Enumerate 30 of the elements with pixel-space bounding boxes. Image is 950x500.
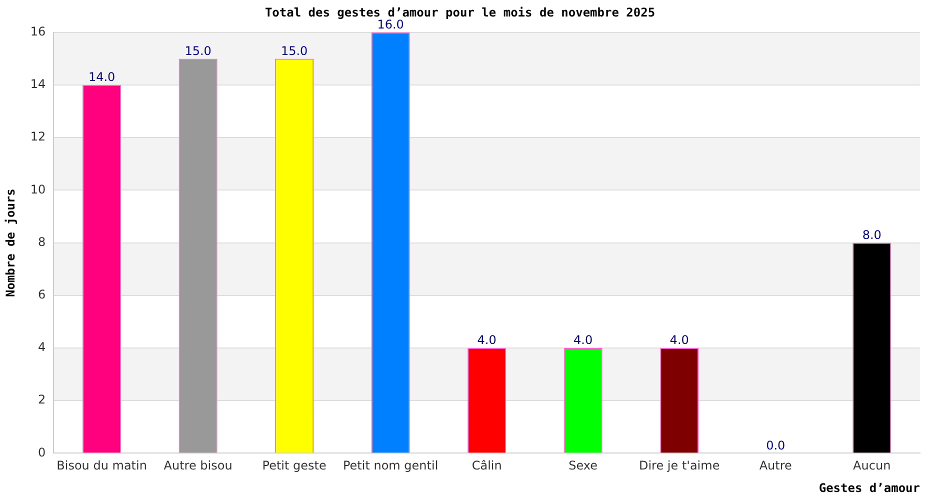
data-label: 4.0 — [670, 333, 689, 348]
x-tick-label: Petit geste — [262, 458, 326, 473]
x-tick-label: Aucun — [853, 458, 891, 473]
data-label: 15.0 — [280, 44, 308, 58]
y-axis-title: Nombre de jours — [3, 188, 18, 297]
y-tick-label: 0 — [38, 445, 46, 460]
y-tick-label: 6 — [38, 288, 46, 302]
data-label: 14.0 — [88, 70, 116, 84]
y-tick-label: 12 — [30, 130, 46, 144]
y-tick-label: 2 — [38, 392, 46, 407]
data-label: 8.0 — [862, 228, 882, 242]
data-label: 0.0 — [766, 438, 786, 452]
x-tick-label: Sexe — [568, 458, 598, 473]
y-tick-label: 8 — [38, 234, 46, 249]
x-axis-title: Gestes d’amour — [818, 480, 920, 495]
y-tick-label: 16 — [30, 24, 46, 39]
x-tick-label: Autre bisou — [164, 458, 232, 473]
y-tick-label: 10 — [30, 182, 46, 196]
data-label: 16.0 — [377, 18, 404, 32]
data-label: 15.0 — [184, 44, 212, 58]
data-label: 4.0 — [574, 333, 593, 348]
x-tick-label: Câlin — [472, 458, 502, 473]
x-tick-label: Dire je t'aime — [638, 458, 720, 473]
chart-title: Total des gestes d’amour pour le mois de novembre 2025 — [264, 5, 656, 20]
x-tick-label: Autre — [759, 458, 792, 473]
y-tick-label: 14 — [30, 77, 46, 92]
y-tick-label: 4 — [38, 340, 46, 354]
x-tick-label: Bisou du matin — [56, 458, 147, 473]
data-label: 4.0 — [477, 333, 496, 348]
x-tick-label: Petit nom gentil — [342, 458, 438, 473]
